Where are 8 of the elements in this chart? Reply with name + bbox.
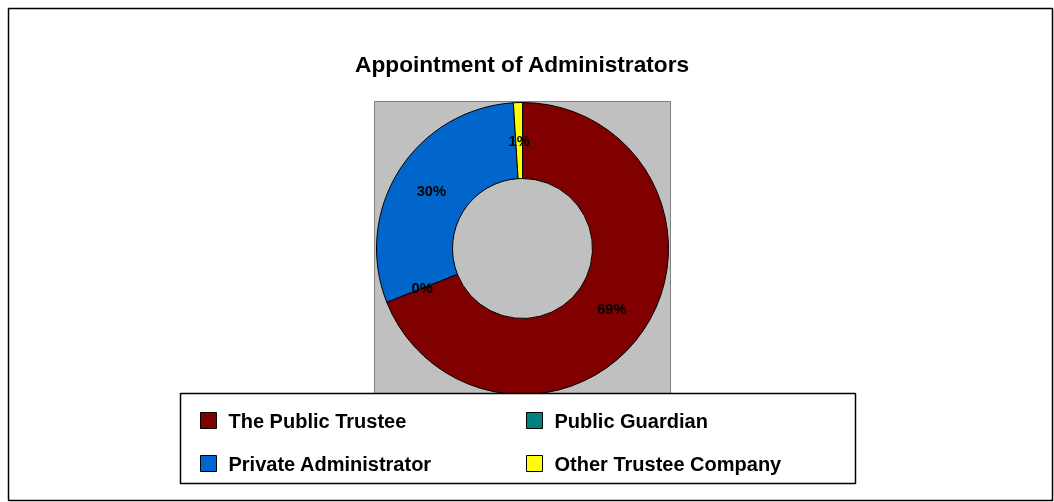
legend-label: Public Guardian	[554, 409, 708, 432]
data-label: 30%	[416, 182, 446, 199]
legend-label: Other Trustee Company	[554, 452, 783, 475]
legend-label: Private Administrator	[228, 452, 432, 475]
data-label: 69%	[597, 301, 627, 318]
legend-label: The Public Trustee	[228, 409, 407, 432]
data-label: 1%	[508, 132, 530, 149]
chart-title: Appointment of Administrators	[355, 50, 690, 77]
